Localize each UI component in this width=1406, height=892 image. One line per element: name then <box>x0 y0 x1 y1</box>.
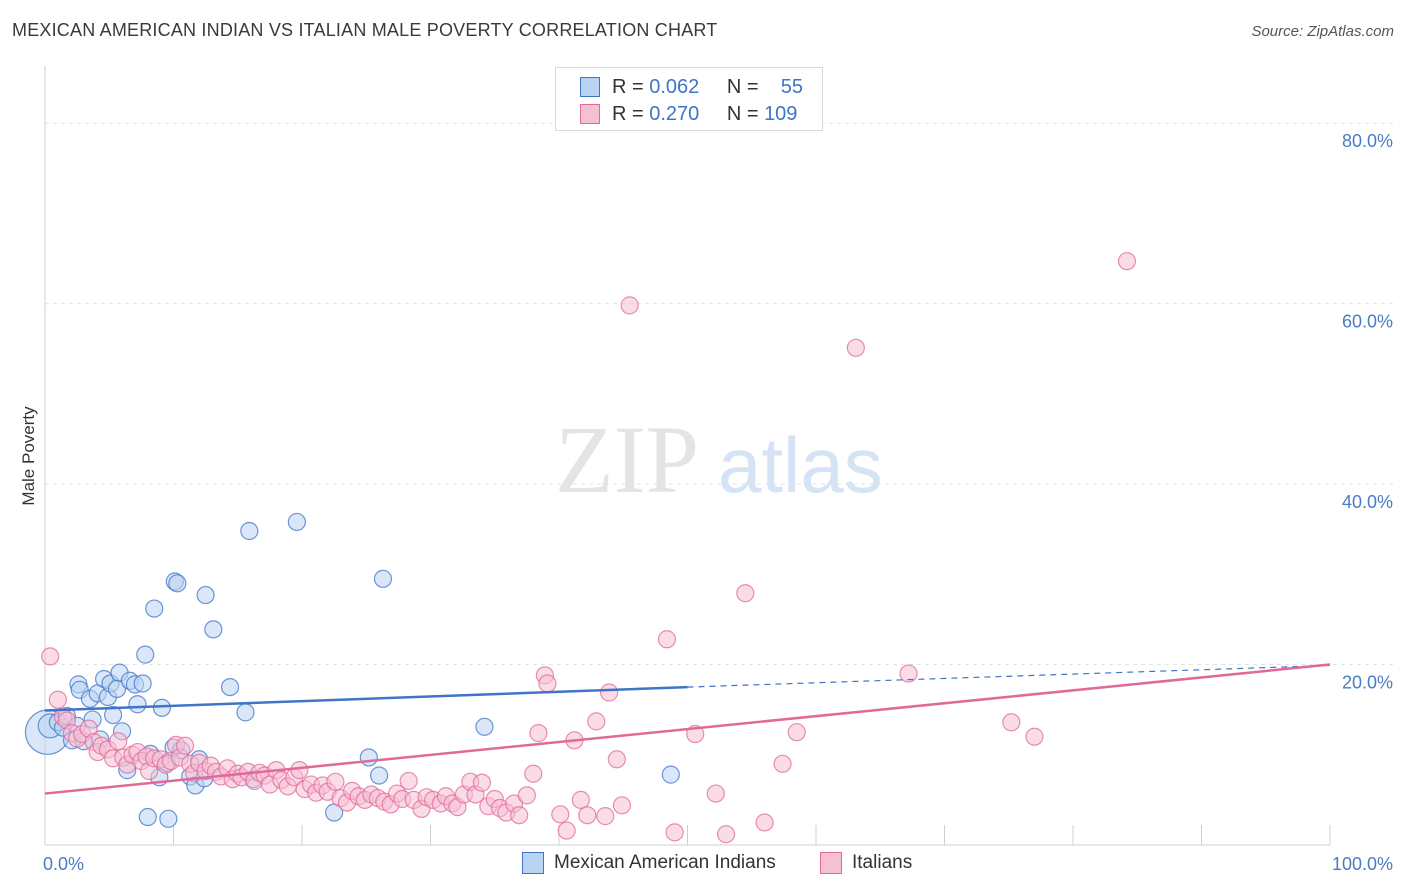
legend-label: Mexican American Indians <box>554 852 776 873</box>
data-point-italians <box>399 771 418 791</box>
data-point-italians <box>109 732 128 751</box>
trend-lines <box>44 663 1331 795</box>
data-point-italians <box>899 664 918 683</box>
trend-line-blue <box>44 685 688 712</box>
data-point-mexican-american-indians <box>287 512 306 532</box>
data-point-mexican-american-indians <box>661 765 680 784</box>
data-point-italians <box>755 813 774 832</box>
legend-row-pink: R = 0.270 N = 109 <box>580 102 797 126</box>
data-point-italians <box>665 823 684 842</box>
n-label: N = <box>726 75 759 98</box>
data-point-mexican-american-indians <box>373 569 393 588</box>
source-label: Source: ZipAtlas.com <box>1251 23 1394 40</box>
data-point-mexican-american-indians <box>240 521 259 541</box>
legend-swatch-blue <box>522 852 544 874</box>
data-point-mexican-american-indians <box>359 748 378 767</box>
data-point-mexican-american-indians <box>145 599 164 618</box>
series-italians <box>41 252 1137 844</box>
data-point-italians <box>736 584 755 603</box>
data-point-italians <box>620 296 639 315</box>
data-point-italians <box>657 630 677 649</box>
data-point-italians <box>846 338 865 357</box>
watermark-atlas: atlas <box>718 421 883 509</box>
y-tick-label: 20.0% <box>1342 673 1393 693</box>
data-point-italians <box>326 772 345 791</box>
data-point-italians <box>524 764 543 783</box>
n-value: 55 <box>780 75 803 98</box>
data-point-mexican-american-indians <box>133 674 152 693</box>
r-label: R = <box>612 102 644 125</box>
data-point-italians <box>596 807 615 826</box>
watermark-zip: ZIP <box>555 406 699 513</box>
data-point-italians <box>175 736 195 755</box>
data-point-italians <box>716 825 736 844</box>
y-tick-label: 40.0% <box>1342 492 1393 512</box>
y-axis-label: Male Poverty <box>19 406 38 506</box>
data-point-italians <box>41 647 60 666</box>
legend-swatch-blue <box>580 77 600 97</box>
n-label: N = <box>726 102 759 125</box>
data-point-italians <box>587 712 606 731</box>
series-mexican-american-indians <box>24 512 680 828</box>
correlation-legend: R = 0.062 N = 55 R = 0.270 N = 109 <box>555 67 823 131</box>
n-value: 109 <box>764 102 798 125</box>
r-label: R = <box>612 75 644 98</box>
data-point-mexican-american-indians <box>475 717 494 736</box>
data-point-italians <box>571 790 590 809</box>
data-point-italians <box>472 773 491 792</box>
legend-item-italians[interactable]: Italians <box>820 852 912 874</box>
legend-item-mexican-american-indians[interactable]: Mexican American Indians <box>522 852 776 874</box>
data-point-italians <box>607 750 626 769</box>
data-point-italians <box>529 724 548 743</box>
r-value: 0.270 <box>649 102 700 125</box>
data-point-mexican-american-indians <box>196 585 215 605</box>
r-value: 0.062 <box>649 75 700 98</box>
data-point-mexican-american-indians <box>236 703 255 722</box>
data-point-mexican-american-indians <box>128 695 147 714</box>
chart-title: MEXICAN AMERICAN INDIAN VS ITALIAN MALE … <box>12 20 718 40</box>
data-point-italians <box>48 690 67 709</box>
data-point-mexican-american-indians <box>138 807 157 827</box>
data-point-italians <box>557 821 576 840</box>
data-point-italians <box>290 761 309 780</box>
legend-row-blue: R = 0.062 N = 55 <box>580 75 803 99</box>
data-point-italians <box>1025 727 1044 746</box>
data-point-mexican-american-indians <box>204 620 223 639</box>
data-point-italians <box>600 683 619 702</box>
trend-line-pink <box>44 663 1331 795</box>
grid-lines <box>45 122 1393 666</box>
data-point-italians <box>706 784 725 803</box>
x-tick-label: 0.0% <box>43 854 84 874</box>
data-point-italians <box>787 723 806 742</box>
data-point-italians <box>773 754 792 773</box>
data-point-italians <box>1117 252 1137 271</box>
legend-swatch-pink <box>820 852 842 874</box>
data-point-mexican-american-indians <box>152 698 172 717</box>
data-point-italians <box>538 674 557 693</box>
y-tick-label: 60.0% <box>1342 312 1393 332</box>
tick-labels: 20.0% 40.0% 60.0% 80.0% 0.0% 100.0% <box>43 131 1393 874</box>
data-point-mexican-american-indians <box>370 766 389 785</box>
data-point-italians <box>517 786 536 805</box>
trend-line-blue-extrapolated <box>687 664 1331 688</box>
legend-swatch-pink <box>580 104 600 124</box>
data-point-mexican-american-indians <box>104 705 123 725</box>
data-point-italians <box>510 806 529 825</box>
data-point-mexican-american-indians <box>168 574 187 593</box>
data-point-mexican-american-indians <box>136 645 155 664</box>
y-tick-label: 80.0% <box>1342 131 1393 151</box>
legend-label: Italians <box>852 852 913 873</box>
data-point-mexican-american-indians <box>159 809 178 828</box>
data-point-mexican-american-indians <box>220 677 240 697</box>
data-point-italians <box>612 796 632 815</box>
data-point-italians <box>578 806 597 825</box>
data-point-italians <box>1002 713 1021 732</box>
x-tick-label: 100.0% <box>1332 854 1393 874</box>
data-point-italians <box>551 805 570 824</box>
